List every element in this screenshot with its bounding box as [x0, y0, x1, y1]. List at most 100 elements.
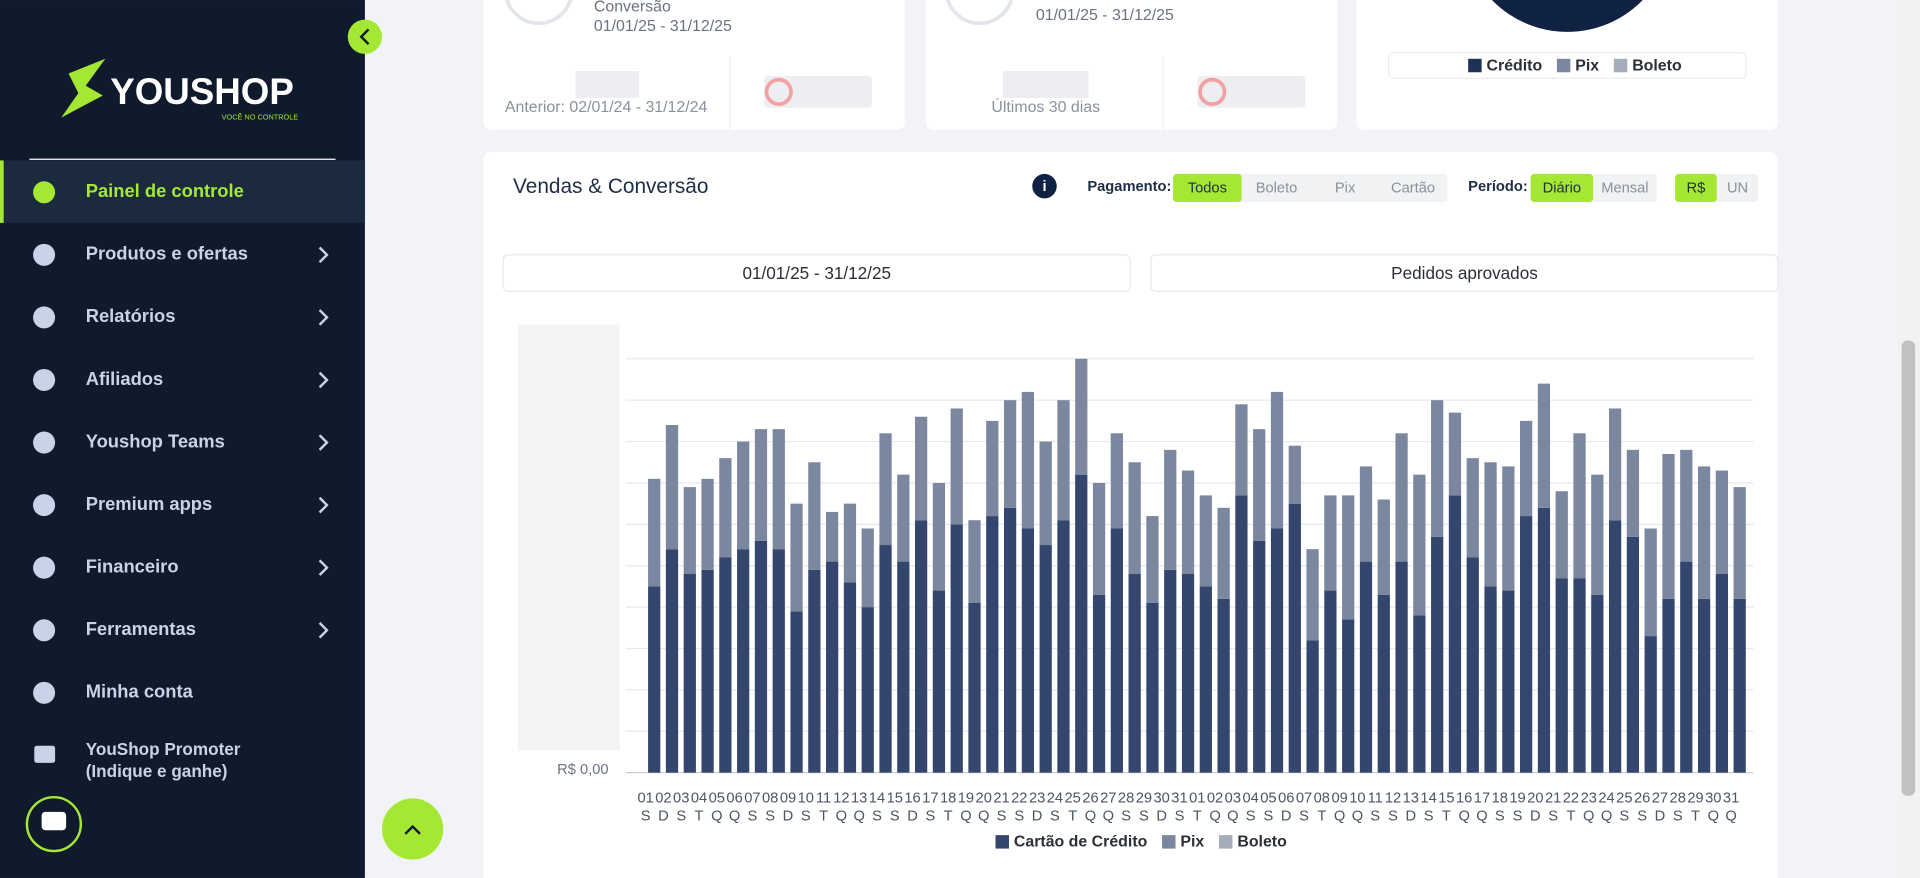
x-tick-label: 12	[1385, 790, 1401, 806]
legend-swatch	[1613, 58, 1628, 73]
collapse-button[interactable]	[347, 19, 383, 54]
bar-segment	[932, 590, 946, 773]
range-box[interactable]	[502, 254, 1131, 293]
menu-item[interactable]: Relatórios	[86, 305, 176, 326]
x-tick-weekday: S	[1548, 809, 1558, 825]
x-tick-label: 26	[1634, 790, 1650, 806]
x-tick-label: 18	[940, 790, 956, 806]
bar-segment	[1555, 578, 1568, 773]
button-active[interactable]	[1173, 173, 1242, 203]
card-icon	[505, 0, 573, 26]
x-tick-label: 25	[1616, 790, 1632, 806]
legend-label: Boleto	[1632, 57, 1682, 74]
filter-button[interactable]: Diário	[1543, 180, 1581, 196]
bar-segment	[737, 549, 750, 773]
legend-swatch	[1218, 835, 1233, 849]
logo-icon	[61, 58, 106, 118]
bar-segment	[986, 420, 999, 517]
x-tick-weekday: D	[907, 809, 918, 825]
x-tick-label: 02	[655, 790, 671, 806]
scrollbar-thumb[interactable]	[1901, 340, 1916, 796]
bar-segment	[1502, 590, 1515, 773]
menu-item[interactable]: Premium apps	[86, 493, 213, 514]
x-tick-weekday: S	[1513, 809, 1523, 825]
filter-button[interactable]: Cartão	[1391, 180, 1435, 196]
x-tick-label: 22	[1563, 790, 1579, 806]
menu-item[interactable]: Minha conta	[86, 681, 194, 702]
bar-segment	[648, 586, 661, 773]
info-icon[interactable]	[1032, 173, 1057, 199]
x-tick-weekday: Q	[711, 809, 722, 825]
menu-item[interactable]: Financeiro	[86, 556, 179, 577]
bar-segment	[968, 602, 981, 773]
bar-segment	[1662, 598, 1675, 773]
bar-segment	[1128, 462, 1141, 575]
bar-segment	[1021, 391, 1035, 529]
bar-segment	[1092, 482, 1106, 595]
menu-item[interactable]: Painel de controle	[86, 180, 244, 201]
x-tick-label: 23	[1029, 790, 1045, 806]
x-tick-label: 24	[1598, 790, 1614, 806]
bar-segment	[1502, 466, 1515, 591]
bar-segment	[790, 503, 803, 612]
bar-segment	[1395, 433, 1408, 562]
menu-item[interactable]: Ferramentas	[86, 618, 196, 639]
x-tick-weekday: D	[1405, 809, 1416, 825]
bar-segment	[665, 425, 679, 550]
bar-segment	[1075, 358, 1088, 475]
x-tick-label: 01	[637, 790, 653, 806]
button-active[interactable]	[1675, 173, 1717, 203]
bar-segment	[1306, 640, 1319, 773]
bar-segment	[843, 582, 857, 773]
x-tick-weekday: T	[1691, 809, 1700, 825]
bar-segment	[1555, 491, 1568, 579]
bar-segment	[1626, 449, 1640, 537]
scroll-top-button[interactable]	[382, 798, 444, 860]
filter-button[interactable]: UN	[1727, 180, 1748, 196]
x-tick-weekday: D	[1156, 809, 1167, 825]
filter-button[interactable]: Pix	[1335, 180, 1356, 196]
blurred-badge	[1197, 75, 1306, 108]
x-tick-weekday: S	[890, 809, 900, 825]
bar-segment	[1644, 528, 1657, 637]
bar-segment	[1288, 503, 1301, 773]
bar-segment	[826, 561, 839, 773]
promoter-line[interactable]: YouShop Promoter	[86, 739, 241, 759]
button-active[interactable]	[1530, 173, 1594, 203]
x-tick-weekday: D	[658, 809, 669, 825]
x-tick-weekday: S	[1014, 809, 1024, 825]
x-tick-label: 16	[904, 790, 920, 806]
filter-button[interactable]: Boleto	[1256, 180, 1298, 196]
bar-segment	[986, 516, 999, 773]
card-range: 01/01/25 - 31/12/25	[594, 18, 732, 35]
bar-segment	[1733, 487, 1746, 599]
bar-segment	[1733, 598, 1746, 773]
x-tick-weekday: T	[944, 809, 953, 825]
x-tick-label: 12	[833, 790, 849, 806]
x-tick-weekday: S	[641, 809, 651, 825]
bar-segment	[1537, 507, 1551, 773]
menu-item[interactable]: Afiliados	[86, 368, 164, 389]
menu-item[interactable]: Youshop Teams	[86, 430, 225, 451]
bar-segment	[1235, 495, 1248, 773]
bar-segment	[1235, 404, 1248, 496]
filter-button[interactable]: R$	[1687, 180, 1706, 196]
x-tick-label: 29	[1687, 790, 1703, 806]
filter-button[interactable]: Mensal	[1601, 180, 1648, 196]
menu-item[interactable]: Produtos e ofertas	[86, 243, 248, 264]
status-box[interactable]	[1150, 254, 1779, 293]
filter-button[interactable]: Todos	[1188, 180, 1227, 196]
chevron	[318, 371, 329, 389]
x-tick-weekday: Q	[1085, 809, 1096, 825]
scroll-top-icon	[404, 824, 421, 835]
x-tick-label: 05	[709, 790, 725, 806]
x-tick-label: 19	[1509, 790, 1525, 806]
bar-segment	[1270, 391, 1284, 529]
x-tick-weekday: S	[1495, 809, 1505, 825]
bar-segment	[1092, 594, 1106, 773]
bar-segment	[1715, 470, 1729, 575]
menu-icon	[33, 431, 56, 454]
x-tick-label: 11	[1368, 790, 1383, 806]
bar-segment	[1359, 466, 1373, 562]
menu-icon	[33, 681, 56, 704]
